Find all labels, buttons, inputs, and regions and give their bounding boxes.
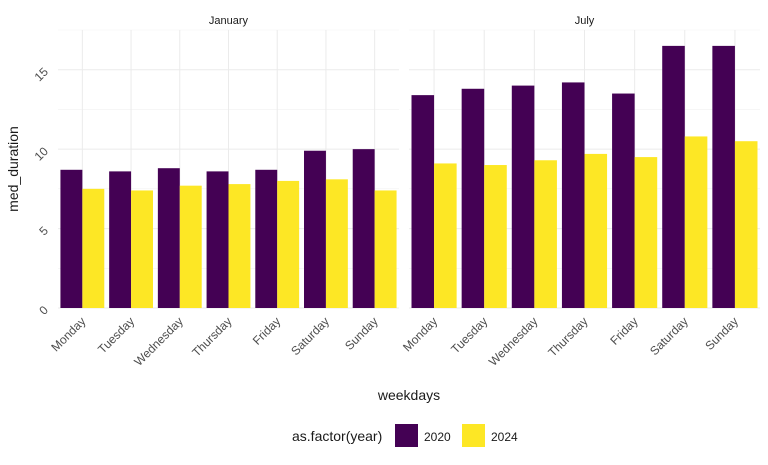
x-tick-label: Saturday	[647, 314, 691, 358]
bar-january-2020-sunday	[352, 149, 375, 308]
legend-key-2024	[462, 424, 485, 447]
bar-july-2024-thursday	[584, 153, 608, 308]
x-tick-label: Tuesday	[448, 314, 490, 356]
x-tick-label: Friday	[607, 314, 640, 347]
bar-january-2024-wednesday	[179, 185, 202, 308]
bar-july-2020-thursday	[561, 82, 585, 309]
bar-july-2024-monday	[434, 163, 457, 308]
x-tick-label: Tuesday	[95, 314, 137, 356]
x-tick-label: Sunday	[342, 314, 381, 353]
bar-july-2020-wednesday	[511, 85, 535, 308]
x-tick-label: Friday	[250, 314, 283, 347]
x-tick-label: Sunday	[702, 314, 741, 353]
x-tick-label: Wednesday	[131, 314, 186, 369]
bar-july-2024-saturday	[684, 136, 708, 308]
bar-january-2020-monday	[60, 169, 83, 308]
bar-july-2024-tuesday	[484, 165, 507, 308]
bar-july-2024-friday	[634, 157, 658, 308]
bar-july-2020-saturday	[662, 45, 685, 309]
bar-july-2024-sunday	[734, 141, 758, 308]
y-axis-title: med_duration	[5, 126, 21, 212]
bar-january-2024-friday	[277, 180, 300, 308]
legend-title: as.factor(year)	[292, 428, 382, 444]
bar-july-2020-friday	[612, 93, 635, 309]
facet-label-january: January	[209, 15, 249, 27]
bar-january-2020-saturday	[304, 150, 326, 308]
x-tick-label: Thursday	[545, 314, 590, 359]
bar-july-2020-tuesday	[461, 88, 485, 308]
x-tick-label: Saturday	[288, 314, 332, 358]
bar-july-2020-sunday	[712, 45, 735, 309]
y-tick-label: 10	[32, 144, 52, 164]
bar-january-2020-friday	[255, 169, 278, 308]
bar-january-2024-monday	[82, 188, 105, 308]
y-tick-label: 5	[36, 223, 51, 238]
bar-january-2024-thursday	[228, 184, 251, 308]
facet-label-july: July	[575, 15, 595, 27]
bar-january-2024-saturday	[325, 179, 348, 308]
bar-january-2024-sunday	[374, 190, 397, 308]
bar-january-2024-tuesday	[131, 190, 153, 308]
bar-january-2020-wednesday	[157, 168, 180, 308]
x-tick-label: Wednesday	[486, 314, 541, 369]
bar-july-2024-wednesday	[534, 160, 557, 308]
legend-key-2020	[395, 424, 418, 447]
bar-january-2020-tuesday	[109, 171, 132, 308]
x-tick-label: Monday	[400, 314, 440, 354]
x-axis-title: weekdays	[377, 387, 440, 403]
x-tick-label: Monday	[48, 314, 88, 354]
bar-january-2020-thursday	[206, 171, 229, 308]
x-tick-label: Thursday	[189, 314, 234, 359]
y-tick-label: 15	[32, 65, 52, 85]
legend-label-2024: 2024	[491, 430, 518, 444]
legend-label-2020: 2020	[424, 430, 451, 444]
bar-july-2020-monday	[411, 95, 435, 308]
y-tick-label: 0	[36, 303, 51, 318]
